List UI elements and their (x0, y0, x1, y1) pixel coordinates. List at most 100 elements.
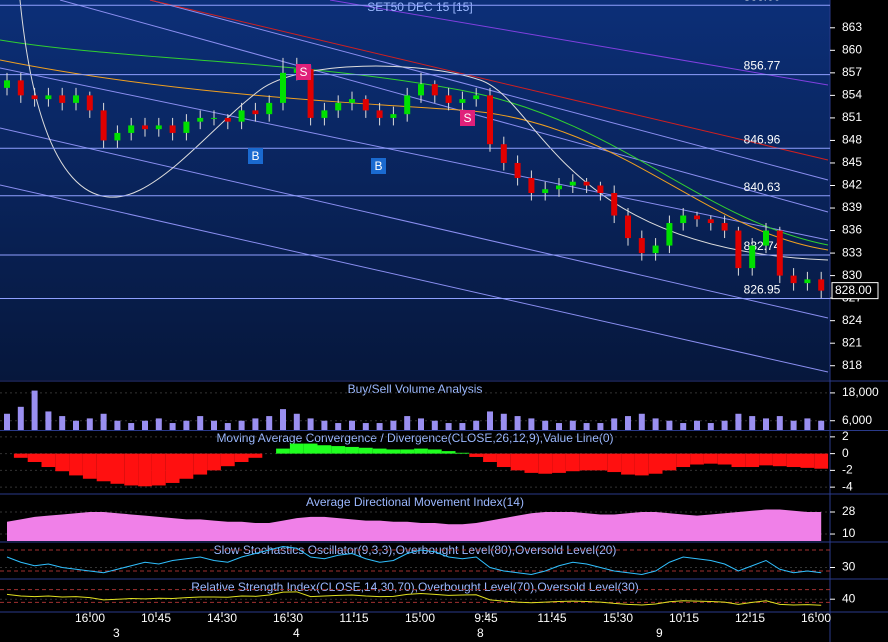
candle-body (252, 110, 259, 115)
y-tick-label: 854 (842, 88, 862, 102)
y-tick-label: 818 (842, 358, 862, 372)
macd-bar (386, 449, 401, 454)
volume-bar (528, 418, 535, 430)
candle-body (749, 245, 756, 269)
signal-label: B (374, 159, 382, 173)
sell-marker (460, 110, 475, 126)
macd-bar (524, 453, 539, 473)
macd-bar (234, 453, 249, 462)
candle-body (556, 185, 562, 190)
volume-bar (776, 416, 783, 430)
candle-body (238, 110, 245, 122)
volume-bar (487, 411, 493, 430)
volume-bar (597, 423, 604, 430)
macd-bar (772, 453, 787, 467)
volume-bar (680, 423, 687, 430)
macd-bar (634, 453, 649, 476)
candle-body (390, 114, 397, 118)
y-tick-label: 10 (842, 526, 856, 540)
macd-bar (289, 443, 304, 454)
macd-bar (193, 453, 208, 475)
candle-body (321, 110, 328, 118)
candle-body (652, 245, 659, 254)
macd-bar (745, 453, 760, 468)
macd-bar (676, 453, 691, 468)
candle-body (500, 144, 507, 163)
volume-bar (583, 423, 590, 430)
x-tick-label: 12:15 (735, 611, 765, 625)
volume-bar (362, 423, 369, 430)
volume-bar (224, 423, 231, 430)
volume-panel (0, 382, 830, 430)
macd-bar (358, 447, 373, 454)
macd-bar (510, 453, 525, 471)
last-price-label: 828.00 (835, 283, 872, 297)
y-tick-label: 833 (842, 245, 862, 259)
adx-area (7, 509, 822, 541)
signal-markers: S B B S (248, 64, 475, 174)
candle-body (804, 279, 811, 284)
macd-bar (165, 453, 180, 483)
candle-body (528, 177, 535, 194)
volume-bar (100, 413, 107, 430)
macd-bar (703, 453, 718, 464)
macd-bar (69, 453, 83, 476)
y-tick-label: 851 (842, 110, 862, 124)
y-tick-label: 2 (842, 429, 849, 443)
y-tick-label: 860 (842, 42, 862, 56)
level-label: 840.63 (744, 180, 781, 194)
macd-bar (179, 453, 194, 479)
volume-bar (73, 420, 79, 430)
candle-body (73, 95, 79, 103)
volume-bar (735, 413, 742, 430)
volume-bar (321, 420, 328, 430)
candle-body (114, 132, 121, 141)
volume-bar (376, 423, 383, 430)
macd-bar (579, 453, 594, 471)
candle-body (707, 219, 714, 224)
level-label: 866.00 (744, 0, 781, 3)
macd-bar (331, 446, 346, 454)
sell-marker (296, 64, 311, 80)
x-tick-label: 16:00 (75, 611, 105, 625)
macd-bar (400, 449, 415, 454)
volume-bar (404, 416, 411, 430)
macd-bar (441, 451, 456, 454)
date-label: 3 (113, 626, 120, 640)
volume-bar (556, 423, 562, 430)
y-tick-label: 842 (842, 178, 862, 192)
macd-bar (800, 453, 815, 468)
candle-body (404, 95, 411, 115)
x-tick-label: 14:30 (207, 611, 237, 625)
macd-bar (593, 453, 608, 471)
macd-bar (13, 453, 28, 458)
macd-bar (731, 453, 746, 468)
volume-bar (418, 418, 424, 430)
x-tick-label: 15:30 (603, 611, 633, 625)
candle-body (211, 117, 217, 119)
date-label: 4 (293, 626, 300, 640)
macd-bar (607, 453, 622, 473)
volume-bar (142, 420, 148, 430)
y-tick-label: 836 (842, 223, 862, 237)
y-tick-label: 857 (842, 65, 862, 79)
candle-body (763, 230, 769, 246)
candle-body (59, 95, 66, 103)
panel-title: Buy/Sell Volume Analysis (348, 382, 483, 396)
indicator-line (6, 591, 822, 606)
volume-bar (445, 423, 452, 430)
buy-marker (248, 148, 263, 164)
main-panel (0, 0, 830, 380)
macd-bar (207, 453, 221, 471)
candle-body (638, 238, 645, 254)
macd-bar (82, 453, 97, 479)
candle-body (514, 162, 521, 178)
x-tick-label: 15:00 (405, 611, 435, 625)
volume-bar (542, 420, 549, 430)
rsi-panel (0, 580, 830, 612)
signal-label: S (299, 65, 307, 79)
candle-body (142, 125, 148, 130)
candle-body (349, 99, 355, 103)
stoch-panel (0, 543, 830, 578)
volume-bar (749, 416, 756, 430)
